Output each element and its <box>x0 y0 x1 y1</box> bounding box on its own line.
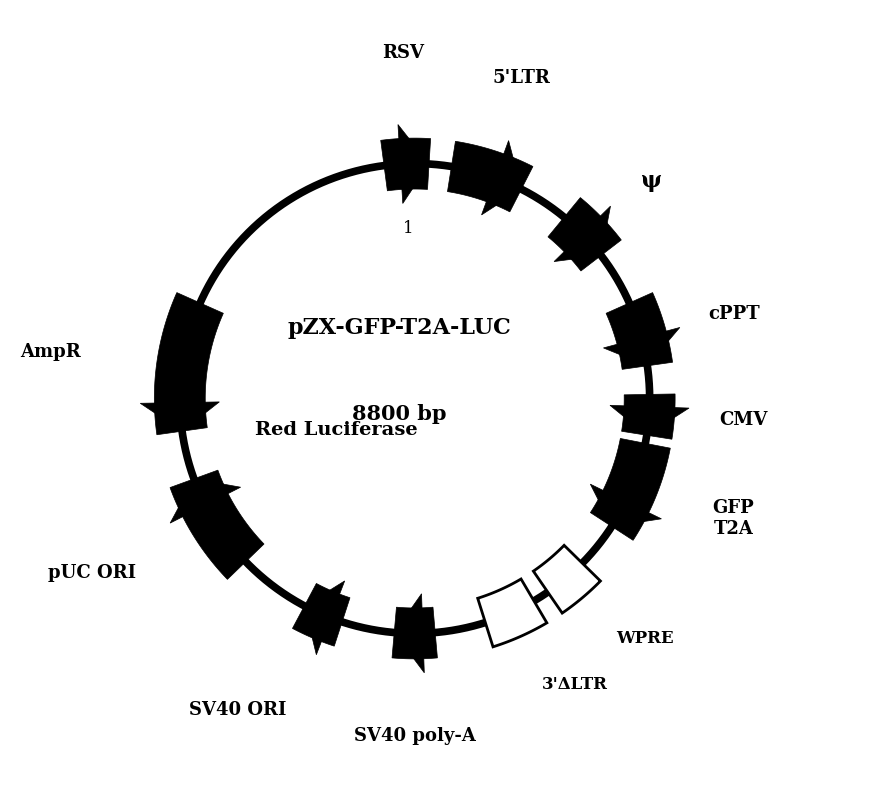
Text: SV40 ORI: SV40 ORI <box>189 701 286 719</box>
Polygon shape <box>481 140 522 215</box>
Text: pUC ORI: pUC ORI <box>47 563 136 582</box>
Polygon shape <box>154 292 223 434</box>
Text: Red Luciferase: Red Luciferase <box>255 421 417 439</box>
Text: RSV: RSV <box>382 44 424 62</box>
Polygon shape <box>606 292 673 369</box>
Text: 1: 1 <box>403 221 414 238</box>
Text: cPPT: cPPT <box>708 305 760 324</box>
Polygon shape <box>604 328 680 366</box>
Polygon shape <box>392 607 438 659</box>
Text: pZX-GFP-T2A-LUC: pZX-GFP-T2A-LUC <box>287 317 511 339</box>
Text: 3'ΔLTR: 3'ΔLTR <box>542 676 608 693</box>
Text: 8800 bp: 8800 bp <box>352 404 446 424</box>
Polygon shape <box>621 394 676 439</box>
Text: CMV: CMV <box>719 410 767 429</box>
Polygon shape <box>478 579 547 647</box>
Polygon shape <box>398 124 429 203</box>
Polygon shape <box>447 141 533 212</box>
Polygon shape <box>304 581 345 655</box>
Polygon shape <box>591 438 670 540</box>
Text: 5'LTR: 5'LTR <box>493 69 550 87</box>
Polygon shape <box>610 406 689 435</box>
Polygon shape <box>381 138 430 190</box>
Polygon shape <box>554 206 611 261</box>
Polygon shape <box>292 583 350 646</box>
Text: WPRE: WPRE <box>616 630 674 647</box>
Polygon shape <box>170 479 241 523</box>
Polygon shape <box>395 594 424 673</box>
Text: AmpR: AmpR <box>20 343 81 360</box>
Text: ψ: ψ <box>640 170 661 192</box>
Polygon shape <box>548 198 621 271</box>
Polygon shape <box>170 470 264 579</box>
Text: SV40 poly-A: SV40 poly-A <box>354 728 476 745</box>
Text: GFP
T2A: GFP T2A <box>712 500 754 538</box>
Polygon shape <box>534 545 600 613</box>
Polygon shape <box>140 402 220 431</box>
Polygon shape <box>591 484 662 527</box>
